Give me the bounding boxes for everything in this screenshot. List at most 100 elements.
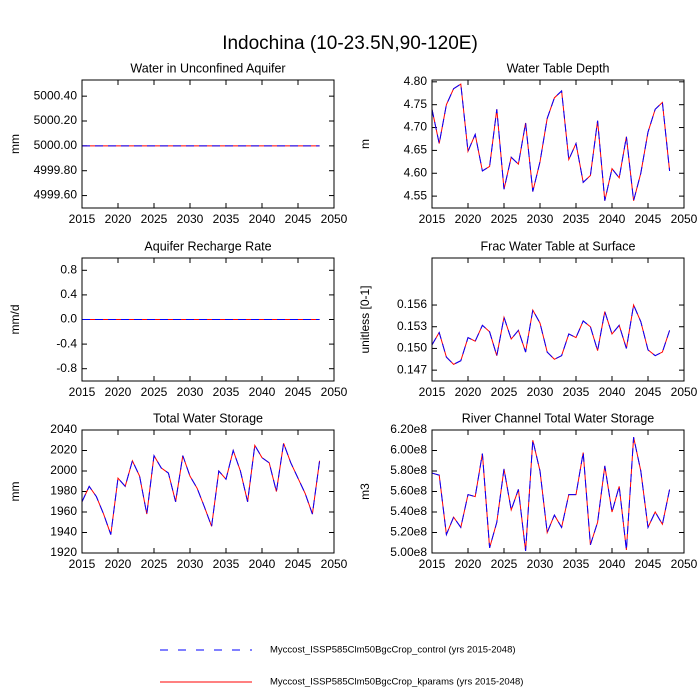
y-tick-label: 0.4 [60,287,77,301]
y-tick-label: 1960 [50,504,77,518]
legend-label: Myccost_ISSP585Clm50BgcCrop_kparams (yrs… [270,677,523,688]
x-tick-label: 2050 [671,212,698,226]
x-tick-label: 2035 [563,557,590,571]
x-tick-label: 2035 [213,557,240,571]
plot-frame [431,257,685,382]
x-tick-label: 2045 [285,212,312,226]
x-tick-label: 2040 [249,557,276,571]
x-tick-label: 2020 [455,212,482,226]
panel-title: Aquifer Recharge Rate [144,239,271,253]
x-tick-label: 2050 [671,385,698,399]
y-tick-label: 2020 [50,443,77,457]
x-tick-label: 2015 [419,212,446,226]
x-tick-label: 2030 [527,212,554,226]
y-tick-label: 1940 [50,525,77,539]
x-tick-label: 2015 [69,557,96,571]
x-tick-label: 2025 [491,385,518,399]
y-tick-label: 4999.60 [34,188,78,202]
x-tick-label: 2015 [419,385,446,399]
x-tick-label: 2030 [527,557,554,571]
x-tick-label: 2025 [141,212,168,226]
plot-frame [81,429,335,554]
x-tick-label: 2025 [141,385,168,399]
plot-frame [81,257,335,382]
y-tick-label: -0.4 [56,336,77,350]
x-tick-label: 2035 [213,385,240,399]
y-tick-label: 5.80e8 [390,463,427,477]
y-tick-label: 2000 [50,463,77,477]
x-tick-label: 2050 [321,212,348,226]
x-tick-label: 2020 [455,557,482,571]
y-tick-label: 4.65 [404,143,428,157]
x-tick-label: 2020 [105,557,132,571]
x-tick-label: 2015 [419,557,446,571]
x-tick-label: 2040 [599,557,626,571]
x-tick-label: 2050 [321,385,348,399]
y-tick-label: 6.20e8 [390,422,427,436]
plot-frame [431,429,685,554]
x-tick-label: 2020 [105,212,132,226]
y-tick-label: 2040 [50,422,77,436]
panel-title: Total Water Storage [153,411,263,425]
y-tick-label: 0.156 [397,297,427,311]
panel-title: Water Table Depth [507,61,610,75]
y-axis-label: mm/d [8,305,22,335]
x-tick-label: 2030 [177,212,204,226]
x-tick-label: 2040 [599,212,626,226]
panel-title: Water in Unconfined Aquifer [130,61,285,75]
y-tick-label: -0.8 [56,361,77,375]
x-tick-label: 2040 [599,385,626,399]
x-tick-label: 2035 [213,212,240,226]
y-tick-label: 4.70 [404,120,428,134]
y-tick-label: 4.80 [404,74,428,88]
panel-title: Frac Water Table at Surface [481,239,636,253]
x-tick-label: 2035 [563,212,590,226]
series-line [81,443,321,535]
plot-frame [431,79,685,209]
x-tick-label: 2030 [177,557,204,571]
x-tick-label: 2040 [249,385,276,399]
y-tick-label: 4.60 [404,165,428,179]
y-tick-label: 1920 [50,545,77,559]
series-line [431,83,671,201]
y-tick-label: 0.147 [397,362,427,376]
x-tick-label: 2045 [635,385,662,399]
x-tick-label: 2035 [563,385,590,399]
figure-title: Indochina (10-23.5N,90-120E) [222,33,478,54]
y-tick-label: 5.60e8 [390,484,427,498]
y-tick-label: 4.55 [404,188,428,202]
x-tick-label: 2030 [527,385,554,399]
y-tick-label: 0.0 [60,312,77,326]
y-tick-label: 5.00e8 [390,545,427,559]
y-tick-label: 0.150 [397,341,427,355]
legend-label: Myccost_ISSP585Clm50BgcCrop_control (yrs… [270,645,516,656]
panel-title: River Channel Total Water Storage [462,411,655,425]
x-tick-label: 2040 [249,212,276,226]
y-tick-label: 5.40e8 [390,504,427,518]
y-tick-label: 0.8 [60,262,77,276]
y-axis-label: m [358,139,372,149]
series-line [431,437,671,552]
y-tick-label: 5000.40 [34,88,78,102]
x-tick-label: 2015 [69,212,96,226]
y-tick-label: 5.20e8 [390,525,427,539]
series-line [81,443,321,535]
series-line [431,83,671,201]
y-tick-label: 5000.20 [34,113,78,127]
x-tick-label: 2025 [141,557,168,571]
series-line [431,303,671,365]
x-tick-label: 2050 [671,557,698,571]
x-tick-label: 2020 [455,385,482,399]
y-axis-label: m3 [358,483,372,500]
y-axis-label: mm [8,134,22,154]
x-tick-label: 2045 [635,557,662,571]
y-axis-label: unitless [0-1] [358,285,372,353]
y-tick-label: 6.00e8 [390,443,427,457]
y-tick-label: 0.153 [397,319,427,333]
x-tick-label: 2050 [321,557,348,571]
y-tick-label: 5000.00 [34,138,78,152]
x-tick-label: 2015 [69,385,96,399]
plot-frame [81,79,335,209]
x-tick-label: 2020 [105,385,132,399]
